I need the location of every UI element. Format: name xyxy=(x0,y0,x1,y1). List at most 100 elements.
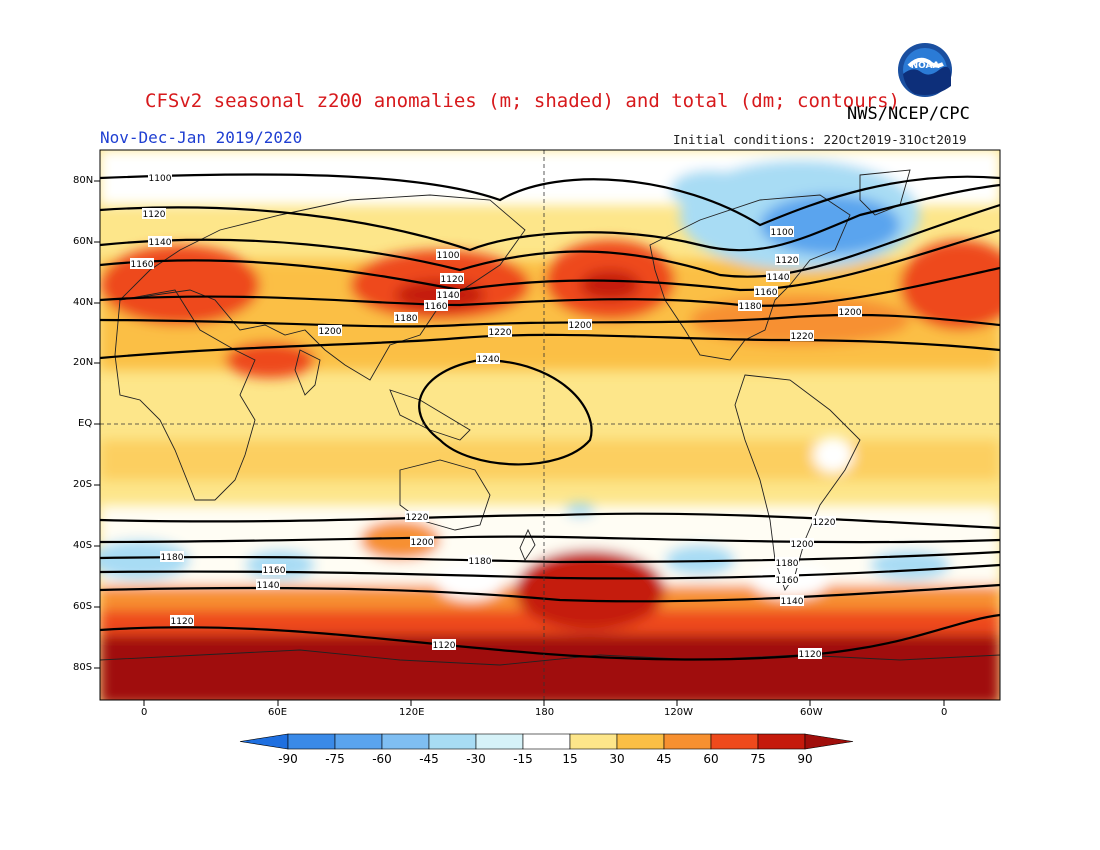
noaa-logo: NOAA xyxy=(896,41,954,99)
contour-label-text: 1160 xyxy=(776,576,799,586)
lat-label: 20S xyxy=(73,479,93,490)
contour-label: 1140 xyxy=(148,236,172,248)
contour-label-text: 1160 xyxy=(131,260,154,270)
contour-label-text: 1180 xyxy=(395,314,418,324)
contour-label: 1120 xyxy=(775,254,799,266)
contour-label-text: 1220 xyxy=(406,513,429,523)
colorbar-label: 30 xyxy=(609,752,625,766)
contour-label-text: 1160 xyxy=(263,566,286,576)
colorbar-segment xyxy=(287,733,336,750)
colorbar-segment xyxy=(757,733,806,750)
contour-label: 1140 xyxy=(780,595,804,607)
colorbar-label: -45 xyxy=(419,752,439,766)
contour-label-text: 1180 xyxy=(469,557,492,567)
contour-label: 1180 xyxy=(394,312,418,324)
contour-label-text: 1120 xyxy=(799,650,822,660)
contour-label: 1240 xyxy=(476,353,500,365)
contour-label-text: 1120 xyxy=(143,210,166,220)
contour-labels: 1100 1120 1140 1160 1200 1100 1120 1140 … xyxy=(130,172,862,660)
contour-label-text: 1240 xyxy=(477,355,500,365)
colorbar-label: 60 xyxy=(703,752,719,766)
contour-label-text: 1120 xyxy=(171,617,194,627)
contour-label-text: 1180 xyxy=(739,302,762,312)
colorbar-segment xyxy=(475,733,524,750)
contour-label-text: 1140 xyxy=(781,597,804,607)
colorbar-label: -75 xyxy=(325,752,345,766)
lon-label: 0 xyxy=(141,707,148,718)
lon-label: 60E xyxy=(268,707,288,718)
contour-label: 1200 xyxy=(838,306,862,318)
colorbar-segment xyxy=(710,733,759,750)
contour-label-text: 1200 xyxy=(319,327,342,337)
contour-label: 1160 xyxy=(775,574,799,586)
contour-label: 1120 xyxy=(432,639,456,651)
contour-label: 1200 xyxy=(568,319,592,331)
colorbar-segment xyxy=(428,733,477,750)
contour-label-text: 1200 xyxy=(569,321,592,331)
contour-label-text: 1100 xyxy=(771,228,794,238)
map-frame xyxy=(99,149,1001,701)
colorbar-label: -30 xyxy=(466,752,486,766)
contour-label-text: 1200 xyxy=(791,540,814,550)
contour-label: 1220 xyxy=(790,330,814,342)
lon-label: 60W xyxy=(800,707,823,718)
map-title: CFSv2 seasonal z200 anomalies (m; shaded… xyxy=(145,90,900,112)
lat-label: EQ xyxy=(78,418,93,429)
contour-label-text: 1180 xyxy=(776,559,799,569)
contour-label-text: 1160 xyxy=(425,302,448,312)
contour-label: 1180 xyxy=(775,557,799,569)
colorbar-label: -15 xyxy=(513,752,533,766)
contour-label: 1200 xyxy=(410,536,434,548)
lon-label: 0 xyxy=(941,707,948,718)
contour-label: 1120 xyxy=(440,273,464,285)
contour-label-text: 1220 xyxy=(489,328,512,338)
colorbar-label: 45 xyxy=(656,752,672,766)
colorbar-segment xyxy=(522,733,571,750)
period-label: Nov-Dec-Jan 2019/2020 xyxy=(100,128,303,147)
contour-label-text: 1140 xyxy=(767,273,790,283)
contour-label-text: 1120 xyxy=(441,275,464,285)
lat-label: 40N xyxy=(73,297,94,308)
contour-label-text: 1200 xyxy=(411,538,434,548)
contour-label-text: 1120 xyxy=(433,641,456,651)
contour-label: 1160 xyxy=(130,258,154,270)
colorbar-label: 90 xyxy=(797,752,813,766)
colorbar-segment xyxy=(616,733,665,750)
colorbar-min-arrow xyxy=(239,733,289,750)
contour-label: 1120 xyxy=(798,648,822,660)
lat-label: 40S xyxy=(73,540,93,551)
colorbar-segment xyxy=(663,733,712,750)
axis-ticks xyxy=(94,180,945,706)
contour-label-text: 1220 xyxy=(791,332,814,342)
contour-label: 1220 xyxy=(812,516,836,528)
contour-label: 1140 xyxy=(766,271,790,283)
contour-label: 1200 xyxy=(790,538,814,550)
agency-label: NWS/NCEP/CPC xyxy=(847,104,970,124)
colorbar-max-arrow xyxy=(804,733,854,750)
lat-label: 60S xyxy=(73,601,93,612)
colorbar-segment xyxy=(569,733,618,750)
lon-label: 120W xyxy=(664,707,693,718)
contour-label-text: 1220 xyxy=(813,518,836,528)
contour-label: 1200 xyxy=(318,325,342,337)
contour-label: 1220 xyxy=(488,326,512,338)
colorbar-label: 75 xyxy=(750,752,766,766)
lon-label: 180 xyxy=(535,707,555,718)
contour-label-text: 1140 xyxy=(149,238,172,248)
colorbar-segment xyxy=(381,733,430,750)
contour-label-text: 1100 xyxy=(437,251,460,261)
contour-label: 1180 xyxy=(468,555,492,567)
contour-label: 1100 xyxy=(770,226,794,238)
initial-conditions-label: Initial conditions: 22Oct2019-31Oct2019 xyxy=(673,132,967,147)
contour-label: 1160 xyxy=(262,564,286,576)
colorbar-segment xyxy=(334,733,383,750)
contour-label: 1180 xyxy=(738,300,762,312)
contour-label: 1140 xyxy=(256,579,280,591)
contour-label: 1220 xyxy=(405,511,429,523)
contour-label-text: 1140 xyxy=(257,581,280,591)
contour-label: 1160 xyxy=(754,286,778,298)
contour-label-text: 1200 xyxy=(839,308,862,318)
contour-label: 1180 xyxy=(160,551,184,563)
lat-label: 60N xyxy=(73,236,94,247)
